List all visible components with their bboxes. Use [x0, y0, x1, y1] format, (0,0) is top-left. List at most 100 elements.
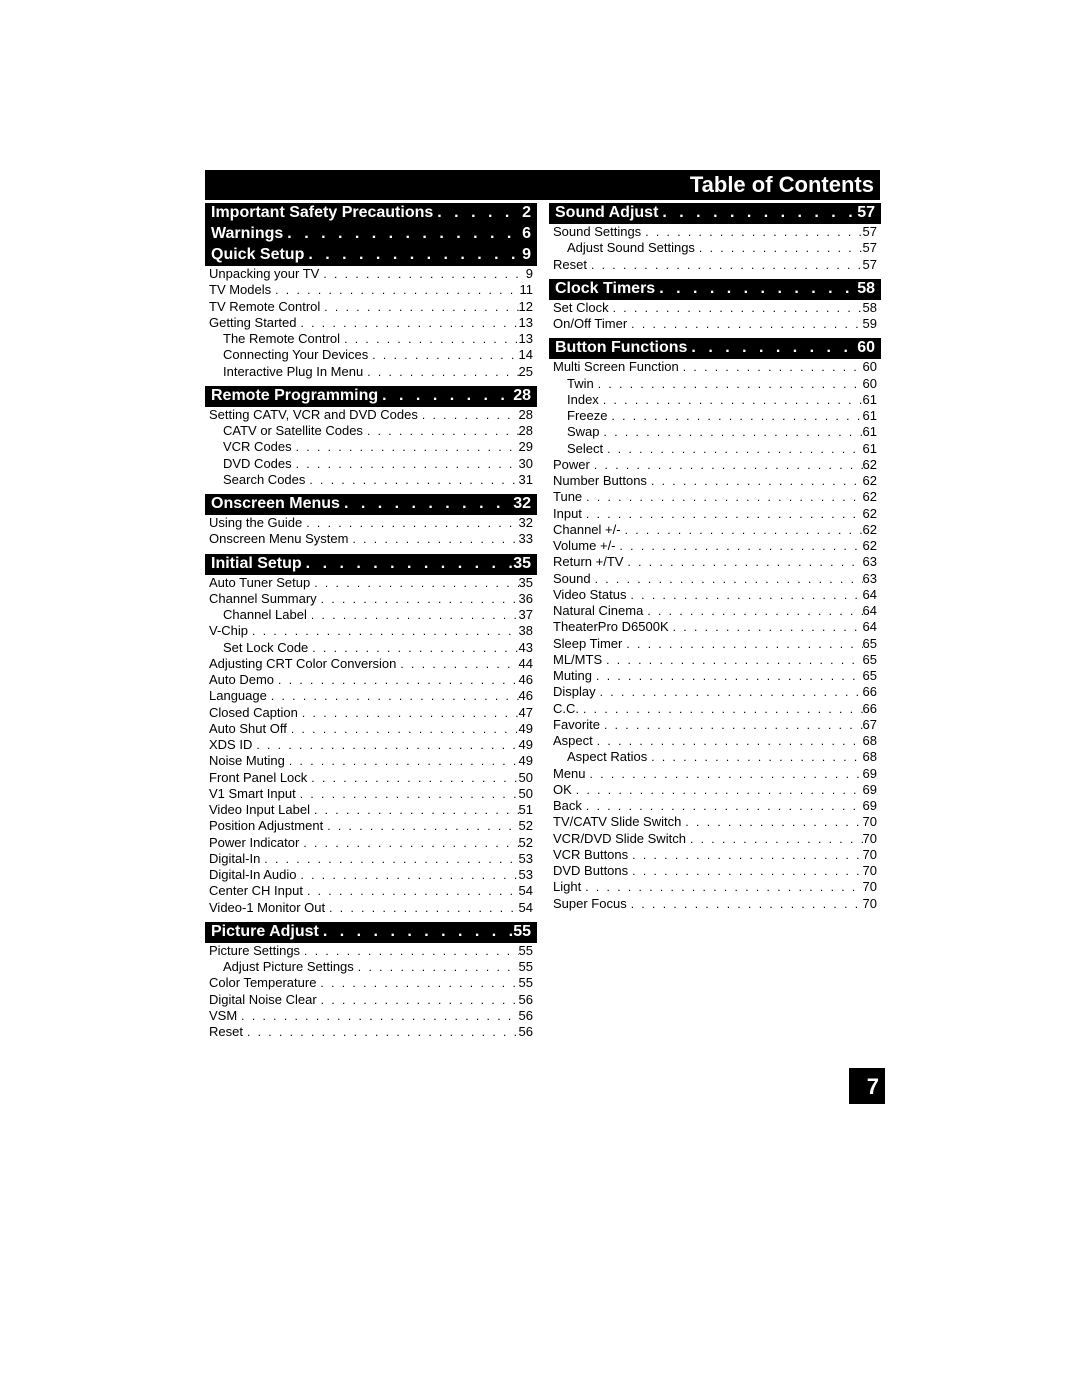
section-title: Important Safety Precautions — [211, 204, 433, 222]
toc-entry: DVD Buttons . . . . . . . . . . . . . . … — [549, 863, 881, 879]
toc-page: 62 — [863, 522, 877, 538]
toc-entry: Channel Label . . . . . . . . . . . . . … — [205, 607, 537, 623]
toc-entry: Number Buttons . . . . . . . . . . . . .… — [549, 473, 881, 489]
toc-label: TV/CATV Slide Switch — [553, 814, 681, 830]
toc-page: 56 — [519, 1008, 533, 1024]
section-header: Quick Setup . . . . . . . . . . . . . . … — [205, 245, 537, 266]
toc-dots: . . . . . . . . . . . . . . . . . . . . … — [319, 267, 525, 282]
toc-page: 70 — [863, 896, 877, 912]
toc-page: 14 — [519, 347, 533, 363]
title-bar: Table of Contents — [205, 170, 880, 200]
toc-label: VCR/DVD Slide Switch — [553, 831, 686, 847]
toc-dots: . . . . . . . . . . . . . . . . . . . . … — [592, 669, 863, 684]
toc-label: Adjust Picture Settings — [223, 959, 354, 975]
toc-page: 64 — [863, 603, 877, 619]
toc-columns: Important Safety Precautions . . . . . .… — [205, 203, 880, 1040]
toc-page: 59 — [863, 316, 877, 332]
toc-entry: TheaterPro D6500K . . . . . . . . . . . … — [549, 619, 881, 635]
toc-dots: . . . . . . . . . . . . . . . . . . . . … — [308, 641, 518, 656]
toc-label: Return +/TV — [553, 554, 623, 570]
toc-entry: Unpacking your TV . . . . . . . . . . . … — [205, 266, 537, 282]
toc-label: Index — [567, 392, 599, 408]
toc-dots: . . . . . . . . . . . . . . . . . . . . … — [591, 572, 863, 587]
toc-entry: Index . . . . . . . . . . . . . . . . . … — [549, 392, 881, 408]
toc-dots: . . . . . . . . . . . . . . . . . . . . … — [300, 944, 518, 959]
toc-label: Center CH Input — [209, 883, 303, 899]
toc-label: Closed Caption — [209, 705, 298, 721]
toc-entry: Multi Screen Function . . . . . . . . . … — [549, 359, 881, 375]
toc-dots: . . . . . . . . . . . . . . . . . . . . … — [600, 425, 863, 440]
toc-label: On/Off Timer — [553, 316, 627, 332]
toc-page: 61 — [863, 441, 877, 457]
toc-page: 60 — [863, 359, 877, 375]
toc-dots: . . . . . . . . . . . . . . . . . . . . … — [260, 852, 518, 867]
toc-page: 56 — [519, 1024, 533, 1040]
toc-label: DVD Codes — [223, 456, 292, 472]
toc-page: 11 — [520, 282, 534, 298]
toc-label: Set Lock Code — [223, 640, 308, 656]
toc-entry: Setting CATV, VCR and DVD Codes . . . . … — [205, 407, 537, 423]
toc-label: Sleep Timer — [553, 636, 622, 652]
section-header: Sound Adjust . . . . . . . . . . . . . .… — [549, 203, 881, 224]
toc-entry: Set Clock . . . . . . . . . . . . . . . … — [549, 300, 881, 316]
toc-dots: . . . . . . . . . . . . . . . . . . . . … — [285, 754, 519, 769]
toc-page: 29 — [519, 439, 533, 455]
toc-dots: . . . . . . . . . . . . . . . . . . . . … — [316, 976, 518, 991]
toc-dots: . . . . . . . . . . . . . . . . . . . . … — [586, 767, 863, 782]
toc-page: 47 — [519, 705, 533, 721]
toc-label: C.C. — [553, 701, 579, 717]
toc-label: Menu — [553, 766, 586, 782]
toc-label: Connecting Your Devices — [223, 347, 368, 363]
toc-dots: . . . . . . . . . . . . . . . . . . . . … — [602, 653, 862, 668]
toc-entry: Onscreen Menu System . . . . . . . . . .… — [205, 531, 537, 547]
toc-label: Digital-In Audio — [209, 867, 296, 883]
toc-entry: DVD Codes . . . . . . . . . . . . . . . … — [205, 456, 537, 472]
toc-dots: . . . . . . . . . . . . . . . . . . . . … — [627, 317, 862, 332]
toc-entry: Auto Demo . . . . . . . . . . . . . . . … — [205, 672, 537, 688]
toc-page: 67 — [863, 717, 877, 733]
toc-dots: . . . . . . . . . . . . . . . . . . . . … — [368, 348, 518, 363]
toc-entry: Using the Guide . . . . . . . . . . . . … — [205, 515, 537, 531]
toc-page: 51 — [519, 802, 533, 818]
toc-page: 66 — [863, 684, 877, 700]
toc-entry: VSM . . . . . . . . . . . . . . . . . . … — [205, 1008, 537, 1024]
toc-page: 13 — [519, 331, 533, 347]
toc-dots: . . . . . . . . . . . . . . . . . . . . … — [267, 689, 519, 704]
section-title: Remote Programming — [211, 387, 378, 405]
section-page: 32 — [513, 495, 531, 513]
toc-dots: . . . . . . . . . . . . . . . . . . . . … — [310, 576, 518, 591]
toc-dots: . . . . . . . . . . . . . . . . . . . . … — [252, 738, 518, 753]
toc-label: Channel Label — [223, 607, 307, 623]
toc-dots: . . . . . . . . . . . . . . . . . . . . … — [320, 300, 518, 315]
toc-label: Sound — [553, 571, 591, 587]
toc-page: 43 — [519, 640, 533, 656]
toc-entry: Reset . . . . . . . . . . . . . . . . . … — [549, 257, 881, 273]
section-title: Onscreen Menus — [211, 495, 340, 513]
toc-entry: Color Temperature . . . . . . . . . . . … — [205, 975, 537, 991]
toc-entry: Digital-In Audio . . . . . . . . . . . .… — [205, 867, 537, 883]
toc-label: TV Models — [209, 282, 271, 298]
toc-label: V-Chip — [209, 623, 248, 639]
toc-dots: . . . . . . . . . . . . . . . . . . . . … — [590, 458, 863, 473]
toc-entry: Channel +/- . . . . . . . . . . . . . . … — [549, 522, 881, 538]
toc-label: Muting — [553, 668, 592, 684]
right-column: Sound Adjust . . . . . . . . . . . . . .… — [549, 203, 881, 1040]
toc-dots: . . . . . . . . . . . . . . . . . . . . … — [363, 365, 518, 380]
toc-label: Input — [553, 506, 582, 522]
toc-entry: Display . . . . . . . . . . . . . . . . … — [549, 684, 881, 700]
toc-dots: . . . . . . . . . . . . . . . . . . . . … — [695, 241, 863, 256]
toc-dots: . . . . . . . . . . . . . . . . . . . . … — [603, 442, 862, 457]
toc-label: Auto Demo — [209, 672, 274, 688]
toc-dots: . . . . . . . . . . . . . . . . . . . . … — [418, 408, 519, 423]
section-page: 57 — [857, 204, 875, 222]
toc-page: 61 — [863, 408, 877, 424]
toc-dots: . . . . . . . . . . . . . . . . . . . . … — [287, 722, 519, 737]
toc-label: Reset — [209, 1024, 243, 1040]
toc-dots: . . . . . . . . . . . . . . . . . . . . … — [323, 819, 518, 834]
toc-page: 70 — [863, 814, 877, 830]
toc-entry: Freeze . . . . . . . . . . . . . . . . .… — [549, 408, 881, 424]
toc-dots: . . . . . . . . . . . . . . . . . . . . … — [582, 490, 862, 505]
toc-page: 70 — [863, 847, 877, 863]
toc-entry: ML/MTS . . . . . . . . . . . . . . . . .… — [549, 652, 881, 668]
toc-entry: V1 Smart Input . . . . . . . . . . . . .… — [205, 786, 537, 802]
